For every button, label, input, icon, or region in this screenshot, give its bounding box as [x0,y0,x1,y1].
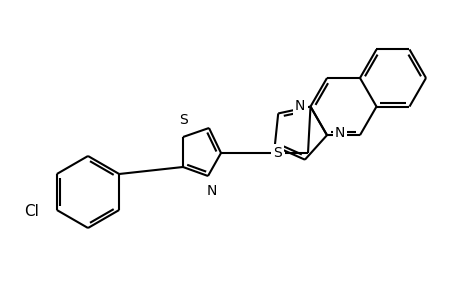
Text: N: N [295,99,305,112]
Text: S: S [179,113,188,127]
Text: Cl: Cl [24,205,39,220]
Text: N: N [207,184,217,198]
Text: N: N [334,126,345,140]
Text: S: S [273,146,282,160]
